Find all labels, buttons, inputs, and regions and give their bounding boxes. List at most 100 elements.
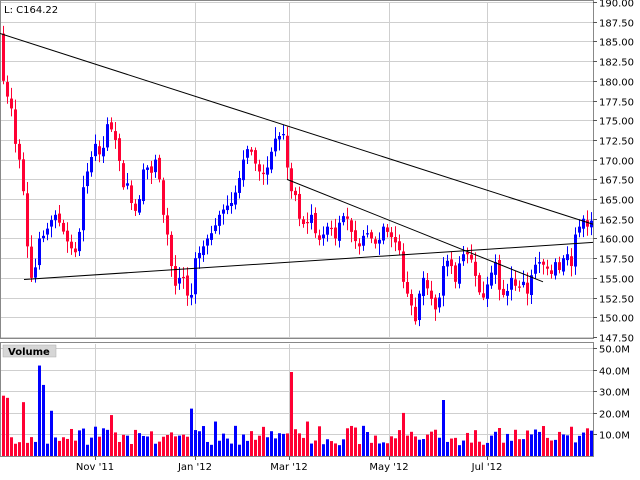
volume-bar (550, 440, 553, 456)
price-bar (446, 260, 449, 267)
volume-bar (54, 437, 57, 456)
volume-bar (162, 436, 165, 456)
price-bar (22, 159, 25, 192)
price-bar (394, 237, 397, 243)
volume-bar (434, 429, 437, 456)
price-tick-label: 182.50 (599, 58, 634, 69)
price-bar (18, 143, 21, 160)
price-tick-label: 175.00 (599, 117, 634, 128)
price-bar (26, 193, 29, 247)
volume-bar (322, 444, 325, 456)
volume-bar (506, 433, 509, 456)
volume-bar (578, 435, 581, 456)
price-bar (406, 282, 409, 294)
volume-bar (526, 430, 529, 456)
volume-bar (274, 438, 277, 456)
volume-bar (242, 434, 245, 456)
volume-bar (78, 430, 81, 456)
price-tick-label: 152.50 (599, 295, 634, 306)
price-tick-label: 172.50 (599, 137, 634, 148)
volume-bar (278, 433, 281, 456)
volume-bar (546, 437, 549, 456)
price-bar (502, 288, 505, 295)
volume-bar (410, 431, 413, 456)
volume-bar (438, 437, 441, 456)
price-bar (498, 259, 501, 290)
volume-bar (90, 437, 93, 456)
volume-bar (366, 432, 369, 456)
volume-bar (62, 437, 65, 456)
price-bar (86, 171, 89, 187)
volume-bar (142, 435, 145, 456)
volume-bar (382, 442, 385, 456)
volume-bar (74, 440, 77, 456)
volume-bar (202, 426, 205, 456)
price-bar (54, 214, 57, 221)
volume-bar (250, 431, 253, 456)
volume-bar (570, 426, 573, 456)
volume-bar (374, 435, 377, 456)
price-tick-label: 162.50 (599, 216, 634, 227)
price-bar (294, 190, 297, 196)
volume-bar (370, 442, 373, 456)
x-tick-label: Jan '12 (177, 462, 212, 473)
volume-bar (310, 443, 313, 456)
volume-bar (306, 421, 309, 456)
volume-bar (422, 439, 425, 456)
price-tick-label: 180.00 (599, 78, 634, 89)
volume-bar (338, 445, 341, 456)
price-bar (382, 226, 385, 241)
price-bar (506, 291, 509, 296)
volume-bar (358, 444, 361, 456)
volume-bar (46, 443, 49, 456)
volume-bar (218, 440, 221, 456)
price-bar (330, 227, 333, 230)
price-bar (286, 135, 289, 168)
price-bar (94, 143, 97, 157)
volume-bar (26, 442, 29, 456)
volume-bar (114, 432, 117, 456)
volume-bar (314, 440, 317, 456)
price-bar (262, 172, 265, 175)
price-bar (578, 226, 581, 233)
price-bar (390, 232, 393, 238)
price-bar (426, 280, 429, 289)
price-bar (14, 109, 17, 144)
x-tick-label: Mar '12 (270, 462, 308, 473)
volume-bar (562, 434, 565, 456)
volume-bar (386, 443, 389, 456)
volume-bar (454, 437, 457, 456)
price-bar (110, 122, 113, 130)
price-tick-label: 185.00 (599, 38, 634, 49)
volume-bar (486, 442, 489, 456)
volume-bar (102, 428, 105, 456)
volume-bar (214, 421, 217, 456)
volume-tick-label: 20.0M (599, 410, 630, 421)
price-bar (366, 233, 369, 235)
volume-bar (346, 428, 349, 456)
volume-bar (166, 434, 169, 456)
volume-bar (58, 440, 61, 456)
price-bar (50, 220, 53, 227)
volume-bar (418, 439, 421, 456)
price-bar (354, 230, 357, 242)
volume-bar (466, 432, 469, 456)
volume-bar (350, 425, 353, 456)
price-plot-border (0, 0, 594, 339)
price-bar (130, 185, 133, 203)
price-tick-label: 160.00 (599, 235, 634, 246)
volume-bar (282, 433, 285, 456)
volume-tick-label: 50.0M (599, 345, 630, 356)
price-bar (58, 213, 61, 223)
price-bar (510, 277, 513, 290)
price-bar (378, 239, 381, 244)
volume-bar (390, 436, 393, 456)
price-bar (98, 146, 101, 155)
price-bar (174, 266, 177, 286)
volume-bar (38, 365, 41, 456)
price-bar (414, 306, 417, 322)
price-bar (222, 209, 225, 214)
price-tick-label: 187.50 (599, 19, 634, 30)
x-tick-label: May '12 (369, 462, 408, 473)
price-bar (346, 216, 349, 219)
